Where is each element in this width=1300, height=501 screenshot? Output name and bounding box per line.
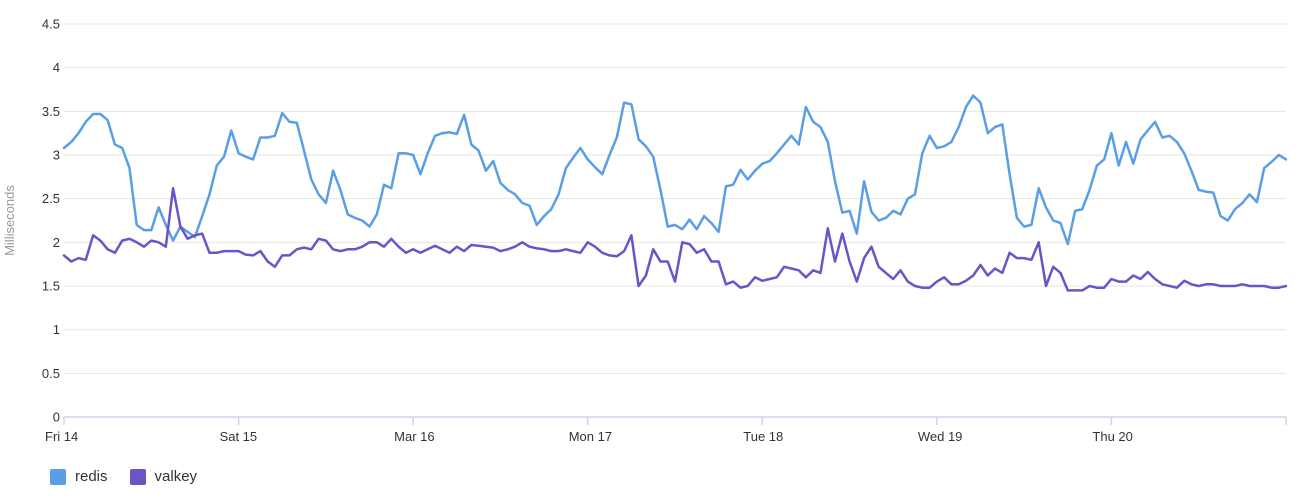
y-tick-label-4-5: 4.5 [42, 17, 60, 32]
legend-label-redis: redis [75, 468, 108, 485]
x-tick-label-mon-17: Mon 17 [569, 429, 612, 444]
y-axis-labels: 0 0.5 1 1.5 2 2.5 3 3.5 4 4.5 [42, 17, 60, 425]
y-tick-label-3-5: 3.5 [42, 104, 60, 119]
legend-label-valkey: valkey [154, 468, 198, 485]
x-tick-label-mar-16: Mar 16 [394, 429, 434, 444]
y-tick-label-2: 2 [53, 235, 60, 250]
x-tick-label-thu-20: Thu 20 [1092, 429, 1132, 444]
y-tick-label-4: 4 [53, 60, 60, 75]
series-line-redis [62, 94, 1288, 246]
x-tick-label-fri-14: Fri 14 [45, 429, 78, 444]
legend-item-redis[interactable]: redis [50, 468, 108, 485]
series-lines [62, 94, 1288, 292]
legend-item-valkey[interactable]: valkey [129, 468, 198, 485]
y-tick-label-0: 0 [53, 410, 60, 425]
grid [64, 23, 1286, 374]
x-axis-ticks: Fri 14 Sat 15 Mar 16 Mon 17 Tue 18 Wed 19 Thu … [45, 417, 1287, 444]
x-tick-label-tue-18: Tue 18 [743, 429, 783, 444]
line-chart: 0 0.5 1 1.5 2 2.5 3 3.5 4 4.5 Milliseconds Fri 14… [2, 17, 1288, 444]
legend: redis valkey [50, 468, 197, 485]
x-tick-label-wed-19: Wed 19 [918, 429, 963, 444]
y-tick-label-1-5: 1.5 [42, 279, 60, 294]
x-tick-label-sat-15: Sat 15 [220, 429, 258, 444]
legend-swatch-valkey [129, 468, 146, 485]
y-tick-label-1: 1 [53, 322, 60, 337]
y-tick-label-3: 3 [53, 148, 60, 163]
y-tick-label-0-5: 0.5 [42, 366, 60, 381]
y-axis-title: Milliseconds [2, 185, 17, 256]
legend-swatch-redis [50, 468, 66, 485]
series-line-valkey [62, 186, 1288, 292]
y-tick-label-2-5: 2.5 [42, 191, 60, 206]
